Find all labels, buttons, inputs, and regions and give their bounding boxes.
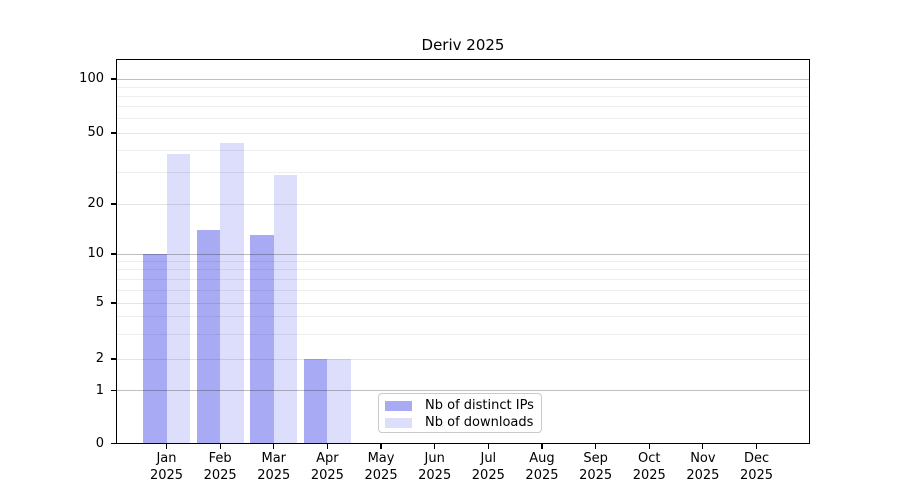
y-tick-mark [111, 253, 116, 255]
gridline-major [116, 253, 810, 255]
x-tick-label: Jul 2025 [471, 451, 505, 483]
x-tick-mark [165, 444, 168, 449]
gridline-labeled-minor [116, 203, 810, 205]
gridline-minor [116, 118, 810, 120]
gridline-labeled-minor [116, 358, 810, 360]
gridline-minor [116, 289, 810, 291]
y-tick-label: 50 [87, 125, 104, 140]
x-tick-mark [487, 444, 489, 449]
x-tick-label: Oct 2025 [632, 451, 666, 483]
x-tick-mark [219, 444, 221, 449]
x-tick-mark [595, 444, 597, 449]
legend-swatch-downloads [385, 417, 412, 428]
chart-title: Deriv 2025 [421, 36, 505, 54]
gridline-minor [116, 269, 810, 271]
bar-downloads [220, 142, 244, 444]
gridline-minor [116, 278, 810, 280]
bar-distinct-ips [250, 235, 274, 444]
y-tick-mark [111, 302, 116, 304]
legend: Nb of distinct IPs Nb of downloads [378, 393, 542, 433]
gridline-labeled-minor [116, 302, 810, 304]
y-tick-mark [111, 358, 116, 360]
y-tick-label: 0 [95, 435, 104, 451]
x-tick-label: May 2025 [364, 451, 398, 483]
y-tick-label: 2 [95, 351, 104, 366]
y-tick-mark [111, 132, 116, 134]
x-tick-label: Mar 2025 [257, 451, 291, 483]
legend-swatch-distinct-ips [385, 400, 412, 411]
legend-label: Nb of distinct IPs [425, 398, 534, 413]
legend-label: Nb of downloads [425, 415, 534, 430]
x-tick-mark [273, 444, 275, 449]
bar-distinct-ips [196, 229, 221, 444]
gridline-major [116, 390, 810, 391]
gridline-labeled-minor [116, 132, 810, 134]
gridline-minor [116, 172, 810, 174]
gridline-minor [116, 149, 810, 151]
x-tick-mark [755, 444, 758, 449]
y-tick-label: 5 [95, 295, 104, 310]
gridline-minor [116, 86, 810, 88]
x-tick-mark [434, 444, 436, 449]
x-tick-mark [702, 444, 704, 449]
bar-distinct-ips [143, 254, 167, 444]
plot-frame [116, 59, 810, 444]
gridline-major [116, 78, 810, 80]
x-tick-label: Sep 2025 [579, 451, 613, 483]
y-tick-label: 100 [79, 71, 104, 86]
x-tick-label: Dec 2025 [739, 451, 774, 483]
gridline-minor [116, 95, 810, 97]
x-tick-mark [648, 444, 650, 449]
legend-item-distinct-ips: Nb of distinct IPs [379, 397, 541, 414]
y-tick-mark [111, 389, 116, 392]
y-tick-mark [111, 78, 116, 80]
y-tick-label: 20 [87, 196, 104, 211]
legend-item-downloads: Nb of downloads [379, 414, 541, 431]
y-tick-label: 10 [87, 246, 104, 261]
x-tick-mark [380, 444, 382, 449]
x-tick-label: Nov 2025 [686, 451, 720, 483]
x-tick-label: Jun 2025 [418, 451, 452, 483]
gridline-minor [116, 106, 810, 108]
y-tick-label: 1 [95, 382, 104, 398]
bar-downloads [166, 154, 190, 444]
x-tick-label: Apr 2025 [310, 451, 344, 483]
y-tick-mark [111, 442, 116, 445]
x-tick-label: Aug 2025 [525, 451, 559, 483]
x-tick-mark [326, 444, 328, 449]
bar-downloads [327, 359, 351, 444]
bar-distinct-ips [303, 359, 328, 444]
gridline-minor [116, 316, 810, 318]
x-tick-label: Feb 2025 [203, 451, 237, 483]
y-tick-mark [111, 203, 116, 205]
gridline-minor [116, 333, 810, 335]
x-tick-label: Jan 2025 [149, 451, 184, 483]
gridline-minor [116, 260, 810, 262]
bar-downloads [273, 175, 298, 444]
x-tick-mark [541, 444, 543, 449]
